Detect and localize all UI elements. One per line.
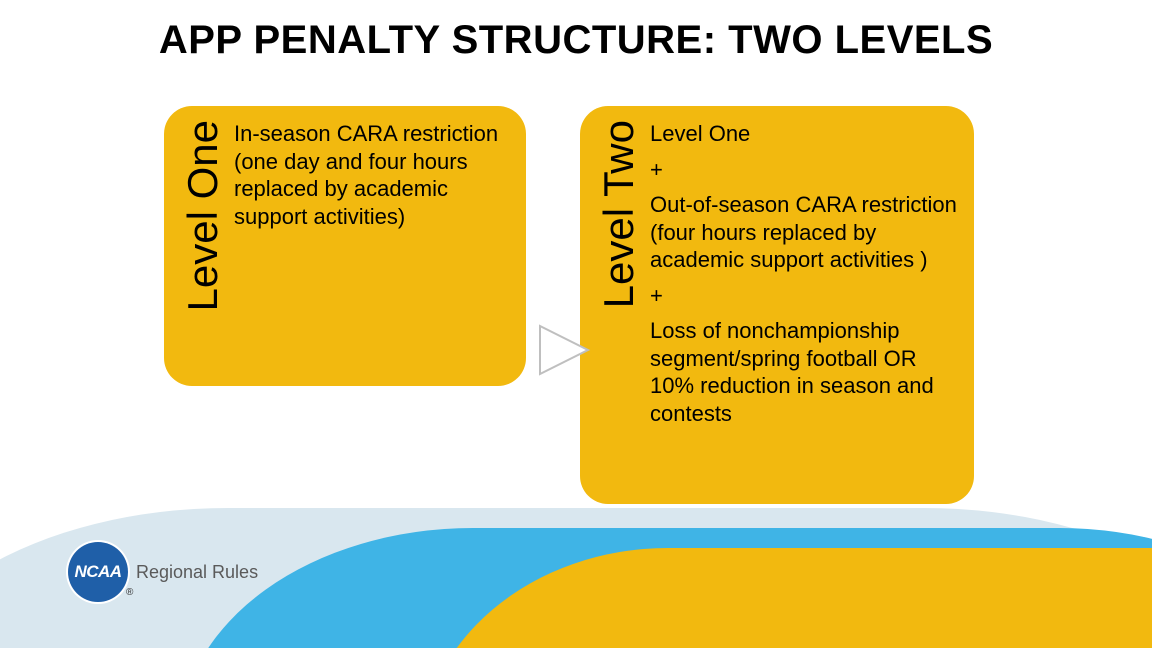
ncaa-logo-text: NCAA bbox=[74, 562, 121, 582]
level-one-card: Level One In-season CARA restriction (on… bbox=[164, 106, 526, 386]
level-two-line-4: Loss of nonchampionship segment/spring f… bbox=[650, 317, 958, 427]
level-two-card: Level Two Level One + Out-of-season CARA… bbox=[580, 106, 974, 504]
registered-mark: ® bbox=[126, 587, 133, 598]
level-two-line-0: Level One bbox=[650, 120, 958, 148]
level-two-line-3: + bbox=[650, 282, 958, 310]
level-two-line-2: Out-of-season CARA restriction (four hou… bbox=[650, 191, 958, 274]
logo: NCAA Regional Rules bbox=[68, 542, 258, 602]
page-title: APP PENALTY STRUCTURE: TWO LEVELS bbox=[0, 18, 1152, 63]
level-one-line-0: In-season CARA restriction (one day and … bbox=[234, 120, 510, 230]
level-one-body: In-season CARA restriction (one day and … bbox=[234, 120, 510, 238]
level-two-vertical-label: Level Two bbox=[598, 120, 640, 308]
level-one-vertical-label: Level One bbox=[182, 120, 224, 311]
slide: APP PENALTY STRUCTURE: TWO LEVELS Level … bbox=[0, 0, 1152, 648]
arrow-right-icon bbox=[536, 322, 592, 378]
level-two-body: Level One + Out-of-season CARA restricti… bbox=[650, 120, 958, 435]
level-two-line-1: + bbox=[650, 156, 958, 184]
program-name: Regional Rules bbox=[136, 562, 258, 583]
ncaa-logo-icon: NCAA bbox=[68, 542, 128, 602]
